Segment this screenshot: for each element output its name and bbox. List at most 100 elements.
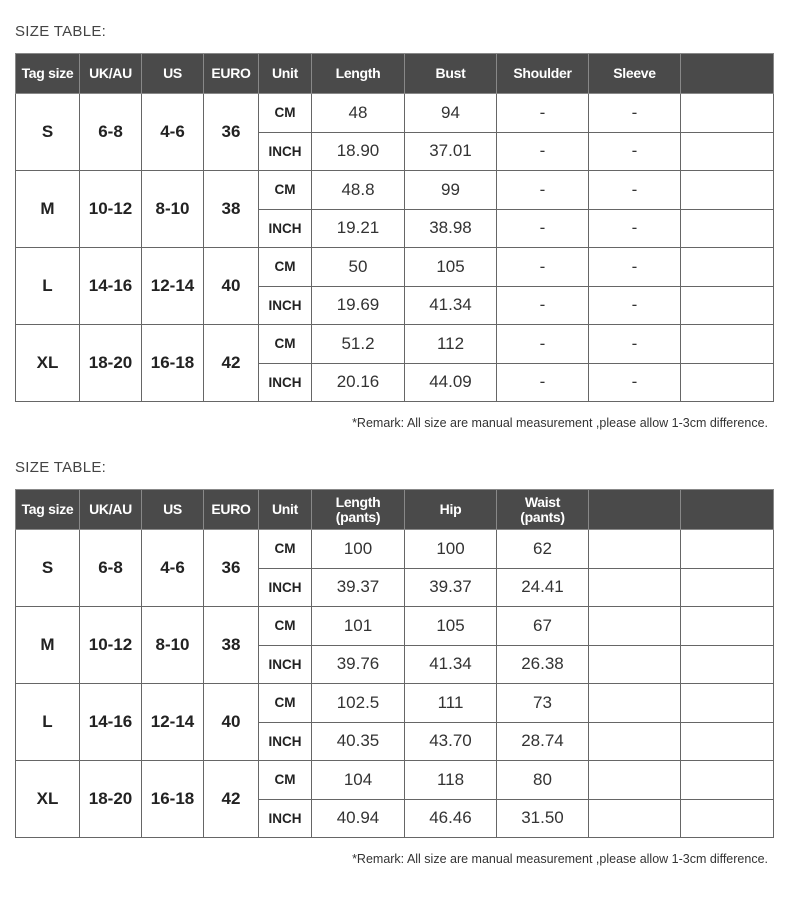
measurement-cell: 50: [311, 247, 405, 287]
size-cell: M: [15, 606, 80, 684]
table-row: INCH 39.37 39.37 24.41: [16, 567, 774, 607]
measurement-cell: [680, 285, 774, 325]
measurement-cell: -: [588, 208, 681, 248]
measurement-cell: 80: [496, 760, 589, 800]
unit-cell: INCH: [258, 208, 312, 248]
measurement-cell: 40.94: [311, 798, 405, 838]
measurement-cell: -: [588, 170, 681, 210]
table-row: INCH 18.90 37.01- -: [16, 131, 774, 171]
us-cell: 12-14: [141, 247, 204, 325]
column-header: Waist (pants): [496, 489, 589, 530]
measurement-cell: 94: [404, 93, 497, 133]
size-table-title-2: SIZE TABLE:: [15, 459, 107, 476]
measurement-cell: [680, 567, 774, 607]
table-row: INCH 39.76 41.34 26.38: [16, 644, 774, 684]
us-cell: 8-10: [141, 606, 204, 684]
unit-cell: INCH: [258, 567, 312, 607]
measurement-cell: 26.38: [496, 644, 589, 684]
size-cell: S: [15, 93, 80, 171]
measurement-cell: -: [496, 208, 589, 248]
unit-cell: CM: [258, 93, 312, 133]
uk-au-cell: 14-16: [79, 683, 142, 761]
measurement-cell: -: [496, 170, 589, 210]
measurement-cell: 18.90: [311, 131, 405, 171]
size-table-1: Tag size UK/AU US EURO Unit Length Bust Shoulde…: [15, 53, 774, 402]
measurement-cell: 112: [404, 324, 497, 364]
column-header: Hip: [404, 489, 497, 530]
column-header: Unit: [258, 53, 312, 94]
unit-cell: CM: [258, 760, 312, 800]
size-table-title-1: SIZE TABLE:: [15, 23, 107, 40]
us-cell: 4-6: [141, 529, 204, 607]
measurement-cell: 38.98: [404, 208, 497, 248]
measurement-cell: [680, 721, 774, 761]
measurement-cell: [588, 721, 681, 761]
unit-cell: INCH: [258, 131, 312, 171]
measurement-cell: -: [496, 285, 589, 325]
measurement-cell: [588, 644, 681, 684]
measurement-cell: 28.74: [496, 721, 589, 761]
unit-cell: INCH: [258, 362, 312, 402]
column-header: [680, 53, 774, 94]
column-header: US: [141, 53, 204, 94]
euro-cell: 40: [203, 683, 259, 761]
measurement-cell: -: [588, 285, 681, 325]
measurement-cell: 41.34: [404, 644, 497, 684]
unit-cell: INCH: [258, 285, 312, 325]
unit-cell: INCH: [258, 798, 312, 838]
euro-cell: 42: [203, 760, 259, 838]
measurement-cell: -: [588, 324, 681, 364]
measurement-cell: [588, 606, 681, 646]
measurement-cell: 19.21: [311, 208, 405, 248]
remark-1: *Remark: All size are manual measurement…: [352, 416, 768, 430]
table-row: L 14-16 12-14 40 CM 50 105- -: [15, 247, 774, 325]
size-cell: L: [15, 247, 80, 325]
size-cell: S: [15, 529, 80, 607]
measurement-cell: -: [588, 362, 681, 402]
table-row: INCH 40.94 46.46 31.50: [16, 798, 774, 838]
measurement-cell: 102.5: [311, 683, 405, 723]
measurement-cell: [680, 170, 774, 210]
table-row: S 6-8 4-6 36 CM 100 100 62: [15, 529, 774, 607]
measurement-cell: -: [496, 247, 589, 287]
column-header: US: [141, 489, 204, 530]
measurement-cell: [680, 93, 774, 133]
measurement-cell: [588, 567, 681, 607]
measurement-cell: 51.2: [311, 324, 405, 364]
unit-cell: CM: [258, 324, 312, 364]
measurement-cell: 48: [311, 93, 405, 133]
size-cell: M: [15, 170, 80, 248]
column-header: Length: [311, 53, 405, 94]
measurement-cell: 37.01: [404, 131, 497, 171]
measurement-cell: 111: [404, 683, 497, 723]
column-header: Unit: [258, 489, 312, 530]
table-row: XL 18-20 16-18 42 CM 104 118 80: [15, 760, 774, 838]
remark-2: *Remark: All size are manual measurement…: [352, 852, 768, 866]
measurement-cell: 19.69: [311, 285, 405, 325]
measurement-cell: 100: [404, 529, 497, 569]
euro-cell: 42: [203, 324, 259, 402]
uk-au-cell: 6-8: [79, 93, 142, 171]
table-row: M 10-12 8-10 38 CM 101 105 67: [15, 606, 774, 684]
us-cell: 4-6: [141, 93, 204, 171]
table-row: XL 18-20 16-18 42 CM 51.2 112- -: [15, 324, 774, 402]
measurement-cell: -: [496, 324, 589, 364]
uk-au-cell: 18-20: [79, 760, 142, 838]
measurement-cell: [680, 760, 774, 800]
size-table-2: Tag size UK/AU US EURO Unit Length (pants) Hip…: [15, 489, 774, 838]
euro-cell: 40: [203, 247, 259, 325]
uk-au-cell: 10-12: [79, 170, 142, 248]
measurement-cell: 39.37: [311, 567, 405, 607]
column-header: Length (pants): [311, 489, 405, 530]
measurement-cell: [680, 362, 774, 402]
measurement-cell: [680, 644, 774, 684]
size-cell: L: [15, 683, 80, 761]
column-header: Bust: [404, 53, 497, 94]
measurement-cell: -: [588, 247, 681, 287]
column-header: [680, 489, 774, 530]
measurement-cell: 31.50: [496, 798, 589, 838]
unit-cell: CM: [258, 529, 312, 569]
unit-cell: CM: [258, 170, 312, 210]
measurement-cell: [680, 529, 774, 569]
uk-au-cell: 18-20: [79, 324, 142, 402]
